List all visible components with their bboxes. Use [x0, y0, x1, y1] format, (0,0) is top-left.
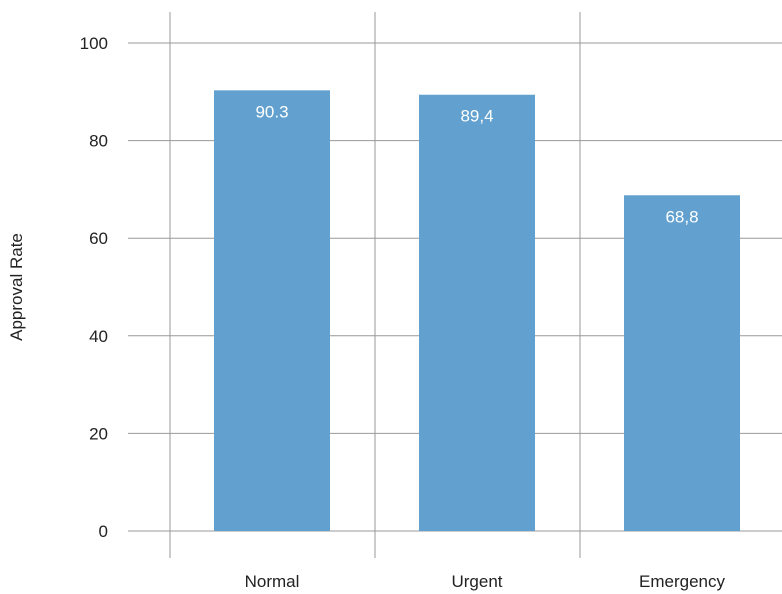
- x-tick-label: Urgent: [451, 572, 502, 591]
- y-tick-label: 60: [89, 229, 108, 248]
- bar: [419, 94, 535, 531]
- y-tick-label: 20: [89, 424, 108, 443]
- y-axis-tick-labels: 0 20 40 60 80 100: [80, 34, 108, 541]
- bar: [624, 195, 740, 532]
- bar: [214, 90, 330, 531]
- data-labels: 90.3 89,4 68,8: [255, 102, 698, 226]
- x-tick-label: Normal: [245, 572, 300, 591]
- data-label: 90.3: [255, 102, 288, 121]
- y-tick-label: 40: [89, 327, 108, 346]
- y-tick-label: 80: [89, 132, 108, 151]
- y-tick-label: 100: [80, 34, 108, 53]
- x-tick-label: Emergency: [639, 572, 725, 591]
- data-label: 68,8: [665, 207, 698, 226]
- data-label: 89,4: [460, 107, 493, 126]
- y-tick-label: 0: [99, 522, 108, 541]
- bars: [214, 90, 740, 532]
- y-axis-label: Approval Rate: [7, 233, 26, 341]
- x-axis-tick-labels: Normal Urgent Emergency: [245, 572, 726, 591]
